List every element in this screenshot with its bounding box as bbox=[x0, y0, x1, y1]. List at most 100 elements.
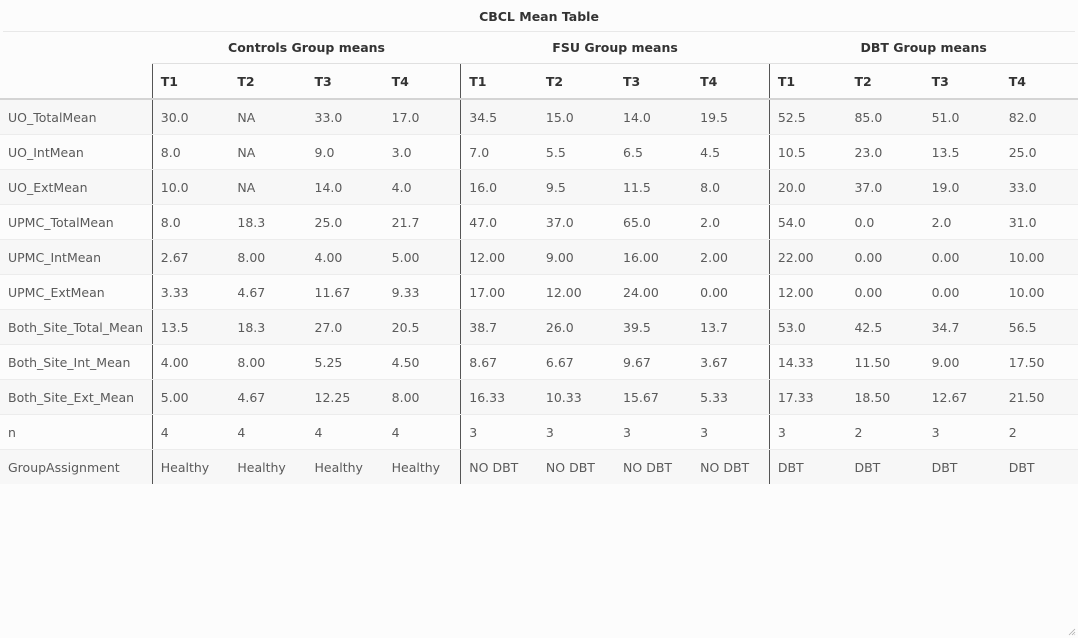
table-body: UO_TotalMean 30.0 NA 33.0 17.0 34.5 15.0 14.0 19… bbox=[0, 99, 1078, 484]
row-label: UO_ExtMean bbox=[0, 169, 153, 205]
resize-grip-icon[interactable] bbox=[1068, 628, 1076, 636]
table-cell: 13.5 bbox=[151, 309, 230, 345]
table-cell: 3 bbox=[768, 414, 847, 450]
table-cell: 4.00 bbox=[151, 344, 230, 380]
table-cell: 34.5 bbox=[460, 99, 538, 135]
table-cell: 10.5 bbox=[768, 134, 847, 170]
table-cell: 2 bbox=[1000, 414, 1078, 450]
column-header-7: T3 bbox=[615, 63, 693, 100]
table-cell: 4 bbox=[229, 414, 307, 450]
table-cell: 47.0 bbox=[460, 204, 538, 240]
table-cell: 11.67 bbox=[306, 274, 384, 310]
table-cell: 10.00 bbox=[1000, 239, 1078, 275]
row-label: UO_TotalMean bbox=[0, 99, 153, 135]
table-cell: DBT bbox=[846, 449, 924, 484]
table-cell: NA bbox=[229, 134, 307, 170]
table-cell: 16.0 bbox=[460, 169, 538, 205]
table-row: UPMC_TotalMean 8.0 18.3 25.0 21.7 47.0 37.0 65.… bbox=[0, 204, 1078, 240]
table-row: Both_Site_Total_Mean 13.5 18.3 27.0 20.5 38.7… bbox=[0, 309, 1078, 345]
table-cell: 31.0 bbox=[1000, 204, 1078, 240]
table-cell: 8.0 bbox=[151, 134, 230, 170]
row-label-header bbox=[0, 32, 152, 64]
table-row: Both_Site_Int_Mean 4.00 8.00 5.25 4.50 8.67 6.… bbox=[0, 344, 1078, 380]
table-cell: 56.5 bbox=[1000, 309, 1078, 345]
table-cell: 11.50 bbox=[846, 344, 924, 380]
row-label: UPMC_TotalMean bbox=[0, 204, 153, 240]
table-cell: Healthy bbox=[306, 449, 384, 484]
table-cell: 13.7 bbox=[692, 309, 770, 345]
table-cell: DBT bbox=[768, 449, 847, 484]
table-cell: 30.0 bbox=[151, 99, 230, 135]
table-cell: 27.0 bbox=[306, 309, 384, 345]
table-cell: 0.00 bbox=[923, 274, 1001, 310]
row-label: UO_IntMean bbox=[0, 134, 153, 170]
column-header-4: T4 bbox=[383, 63, 461, 100]
table-cell: 12.00 bbox=[537, 274, 616, 310]
table-cell: 21.7 bbox=[383, 204, 461, 240]
table-cell: 51.0 bbox=[923, 99, 1001, 135]
table-cell: 4 bbox=[306, 414, 384, 450]
table-cell: 25.0 bbox=[1000, 134, 1078, 170]
row-label: UPMC_IntMean bbox=[0, 239, 153, 275]
table-cell: 2.0 bbox=[692, 204, 770, 240]
table-cell: 2.67 bbox=[151, 239, 230, 275]
table-cell: 10.00 bbox=[1000, 274, 1078, 310]
table-cell: 15.0 bbox=[537, 99, 616, 135]
table-cell: NA bbox=[229, 169, 307, 205]
table-cell: 4.67 bbox=[229, 274, 307, 310]
table-cell: 3 bbox=[692, 414, 770, 450]
table-cell: 19.5 bbox=[692, 99, 770, 135]
table-cell: 4 bbox=[383, 414, 461, 450]
row-label: Both_Site_Total_Mean bbox=[0, 309, 153, 345]
table-cell: Healthy bbox=[151, 449, 230, 484]
table-row: Both_Site_Ext_Mean 5.00 4.67 12.25 8.00 16.33… bbox=[0, 379, 1078, 415]
group-header-fsu: FSU Group means bbox=[460, 32, 770, 64]
table-cell: 5.00 bbox=[151, 379, 230, 415]
table-cell: 11.5 bbox=[615, 169, 693, 205]
table-cell: 18.3 bbox=[229, 309, 307, 345]
column-header-row: T1 T2 T3 T4 T1 T2 T3 T4 T1 T2 T3 T4 bbox=[0, 63, 1078, 100]
table-cell: 25.0 bbox=[306, 204, 384, 240]
table-cell: 24.00 bbox=[615, 274, 693, 310]
table-title: CBCL Mean Table bbox=[479, 9, 599, 24]
table-cell: 38.7 bbox=[460, 309, 538, 345]
table-cell: 53.0 bbox=[768, 309, 847, 345]
table-cell: 21.50 bbox=[1000, 379, 1078, 415]
table-cell: 17.00 bbox=[460, 274, 538, 310]
column-header-9: T1 bbox=[768, 63, 847, 100]
table-row: UPMC_ExtMean 3.33 4.67 11.67 9.33 17.00 12.00 2… bbox=[0, 274, 1078, 310]
table-cell: 23.0 bbox=[846, 134, 924, 170]
table-cell: 65.0 bbox=[615, 204, 693, 240]
column-header-2: T2 bbox=[229, 63, 307, 100]
table-cell: 7.0 bbox=[460, 134, 538, 170]
table-cell: NO DBT bbox=[537, 449, 616, 484]
column-header-10: T2 bbox=[846, 63, 924, 100]
table-cell: 4.50 bbox=[383, 344, 461, 380]
table-cell: 0.0 bbox=[846, 204, 924, 240]
group-header-controls: Controls Group means bbox=[152, 32, 461, 64]
table-cell: NA bbox=[229, 99, 307, 135]
table-cell: 8.67 bbox=[460, 344, 538, 380]
table-cell: NO DBT bbox=[460, 449, 538, 484]
table-cell: 9.00 bbox=[923, 344, 1001, 380]
table-row: UO_TotalMean 30.0 NA 33.0 17.0 34.5 15.0 14.0 19… bbox=[0, 99, 1078, 135]
table-cell: 8.0 bbox=[692, 169, 770, 205]
table-cell: 8.00 bbox=[229, 239, 307, 275]
table-cell: 16.33 bbox=[460, 379, 538, 415]
table-cell: 2.0 bbox=[923, 204, 1001, 240]
table-cell: 8.00 bbox=[229, 344, 307, 380]
table-cell: 82.0 bbox=[1000, 99, 1078, 135]
table-cell: 12.67 bbox=[923, 379, 1001, 415]
table-cell: 5.5 bbox=[537, 134, 616, 170]
table-cell: 34.7 bbox=[923, 309, 1001, 345]
table-row: UPMC_IntMean 2.67 8.00 4.00 5.00 12.00 9.00 16.… bbox=[0, 239, 1078, 275]
table-cell: 22.00 bbox=[768, 239, 847, 275]
table-cell: 54.0 bbox=[768, 204, 847, 240]
table-cell: 9.5 bbox=[537, 169, 616, 205]
table-cell: 3 bbox=[460, 414, 538, 450]
column-header-12: T4 bbox=[1000, 63, 1078, 100]
column-header-6: T2 bbox=[537, 63, 616, 100]
table-cell: Healthy bbox=[383, 449, 461, 484]
table-cell: 5.00 bbox=[383, 239, 461, 275]
